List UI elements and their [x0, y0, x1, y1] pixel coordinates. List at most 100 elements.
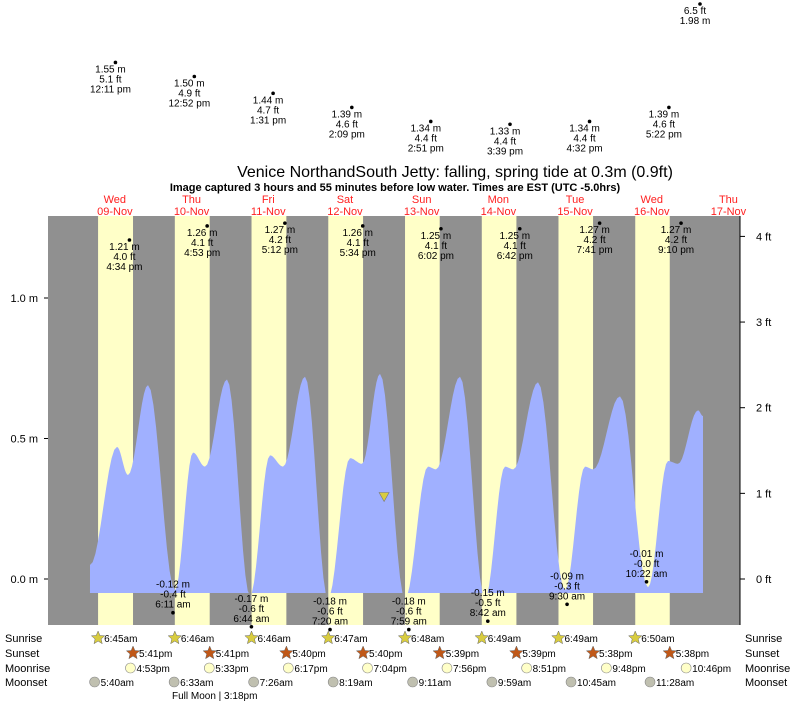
tide-label-m: 1.98 m	[680, 16, 711, 27]
tide-label-m: 1.39 m	[649, 109, 680, 120]
tide-point	[407, 627, 411, 632]
tide-label-m: -0.17 m	[234, 594, 268, 605]
sunset-icon	[125, 645, 141, 660]
tide-label-m: 1.26 m	[342, 228, 373, 239]
tide-point	[565, 602, 569, 607]
tide-labels: 1.21 m4.0 ft4:34 pm1.26 m4.1 ft4:53 pm1.…	[90, 2, 711, 632]
tide-label-m: 1.39 m	[332, 109, 363, 120]
right-tick-label: 4 ft	[756, 231, 771, 243]
date-label: 13-Nov	[404, 206, 440, 218]
moonrise-icon	[680, 662, 692, 674]
current-level-marker	[378, 492, 390, 503]
day-of-week-label: Wed	[641, 194, 663, 206]
row-label-moonrise-right: Moonrise	[745, 663, 790, 675]
date-label: 11-Nov	[251, 206, 286, 218]
row-label-moonrise: Moonrise	[5, 663, 50, 675]
tide-point	[283, 221, 287, 225]
moonrise-icon	[601, 662, 612, 674]
tide-label-m: 1.27 m	[265, 225, 296, 236]
sunset-icon	[432, 645, 448, 660]
row-label-moonset: Moonset	[5, 677, 47, 689]
moonrise-icon	[441, 662, 453, 674]
date-label: 09-Nov	[97, 206, 133, 218]
sunrise-time: 6:47am	[334, 634, 367, 645]
tide-area	[89, 373, 703, 594]
tide-label-m: -0.18 m	[313, 597, 347, 608]
chart-subtitle: Image captured 3 hours and 55 minutes be…	[170, 182, 621, 194]
sunrise-icon	[551, 630, 566, 645]
sunrise-time: 6:46am	[181, 634, 214, 645]
tide-label-m: 1.21 m	[109, 242, 140, 253]
tide-label-time: 4:32 pm	[566, 143, 602, 154]
moonset-icon	[248, 676, 259, 688]
moonset-icon	[644, 676, 656, 688]
tide-label-time: 7:59 am	[391, 617, 427, 628]
sunset-icon	[662, 645, 678, 660]
day-of-week-label: Sun	[412, 194, 432, 206]
tide-point	[597, 221, 602, 225]
moonset-icon	[407, 676, 418, 688]
tide-point	[439, 226, 443, 231]
sunrise-icon	[320, 630, 336, 645]
moonrise-icon	[125, 662, 136, 674]
tide-point	[113, 60, 118, 65]
tide-label-time: 12:52 pm	[168, 99, 210, 110]
tide-label-ft: 4.1 ft	[347, 238, 369, 249]
sunset-time: 5:40pm	[292, 649, 325, 660]
right-tick-label: 0 ft	[756, 574, 771, 586]
sunset-time: 5:39pm	[522, 649, 555, 660]
moonset-time: 5:40am	[101, 678, 134, 689]
moonset-icon	[168, 676, 180, 688]
moonrise-time: 10:46pm	[692, 664, 731, 675]
sunset-icon	[355, 645, 371, 660]
tide-label-ft: -0.6 ft	[396, 607, 422, 618]
tide-label-time: 6:11 am	[155, 600, 190, 611]
tide-label-time: 12:11 pm	[90, 84, 131, 95]
sunset-time: 5:40pm	[369, 649, 402, 660]
tide-label-time: 2:09 pm	[329, 129, 365, 140]
tide-label-time: 7:20 am	[312, 617, 348, 628]
date-label: 17-Nov	[711, 206, 747, 218]
row-label-moonset-right: Moonset	[745, 677, 787, 689]
sunrise-time: 6:46am	[258, 634, 291, 645]
tide-label-time: 9:30 am	[549, 591, 585, 602]
tide-point	[508, 122, 512, 127]
row-label-sunset-right: Sunset	[745, 648, 779, 660]
day-of-week-label: Sat	[337, 194, 354, 206]
sunset-time: 5:38pm	[676, 649, 709, 660]
moonset-time: 10:45am	[577, 678, 616, 689]
moonrise-time: 9:48pm	[612, 664, 645, 675]
tide-point	[350, 105, 354, 110]
tide-label-m: 1.34 m	[569, 123, 600, 134]
tide-point	[587, 119, 592, 124]
row-label-sunrise: Sunrise	[5, 633, 42, 645]
day-of-week-label: Thu	[182, 194, 201, 206]
tide-label-ft: 4.2 ft	[665, 235, 687, 246]
sunrise-icon	[244, 630, 259, 645]
tide-label-time: 3:39 pm	[487, 146, 523, 157]
tide-point	[360, 224, 365, 228]
tide-label-m: 1.27 m	[579, 225, 610, 236]
sunset-icon	[509, 645, 524, 660]
tide-label-m: 1.27 m	[661, 225, 692, 236]
tide-label-m: 1.25 m	[499, 231, 530, 242]
date-label: 12-Nov	[327, 206, 363, 218]
tide-point	[486, 619, 490, 623]
moonrise-icon	[521, 662, 532, 674]
sunset-icon	[585, 645, 601, 660]
sunrise-time: 6:49am	[488, 634, 521, 645]
tide-point	[271, 91, 275, 96]
moonrise-icon	[283, 662, 294, 674]
tide-label-ft: 4.1 ft	[504, 241, 526, 252]
tide-label-ft: -0.3 ft	[554, 581, 580, 592]
tide-label-time: 6:02 pm	[418, 251, 454, 262]
tide-label-time: 1:31 pm	[250, 115, 286, 126]
tide-point	[171, 610, 175, 615]
tide-label-ft: -0.6 ft	[317, 607, 343, 618]
tide-label-m: -0.12 m	[156, 580, 190, 591]
tide-point	[205, 224, 209, 228]
tide-water-area	[89, 373, 703, 594]
moonset-time: 9:59am	[498, 678, 531, 689]
left-tick-label: 1.0 m	[10, 293, 38, 305]
sunrise-time: 6:49am	[564, 634, 597, 645]
